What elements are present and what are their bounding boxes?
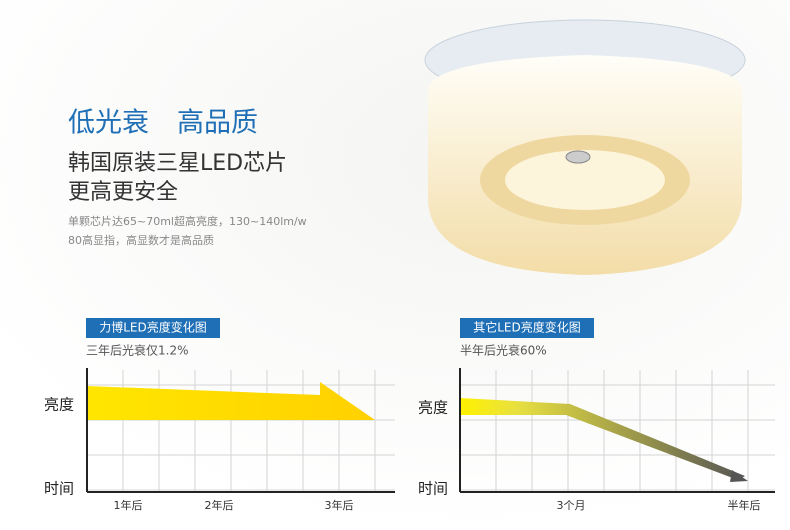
tag-text: 力博LED亮度变化图 xyxy=(99,320,207,335)
y-label: 亮度 xyxy=(44,396,74,414)
caption: 三年后光衰仅1.2% xyxy=(86,343,189,358)
y-label: 亮度 xyxy=(418,399,448,417)
caption: 半年后光衰60% xyxy=(460,343,547,358)
description: 单颗芯片达65~70ml超高亮度，130~140lm/w xyxy=(68,214,307,228)
x-label: 时间 xyxy=(44,480,74,498)
x-tick-label: 3年后 xyxy=(325,498,354,512)
tag xyxy=(460,318,594,338)
x-tick-label: 1年后 xyxy=(114,498,143,512)
lamp-illustration xyxy=(424,19,746,275)
subtitle: 韩国原装三星LED芯片 xyxy=(68,151,287,176)
brightness-arrow xyxy=(87,382,375,420)
tag xyxy=(86,318,220,338)
tag-text: 其它LED亮度变化图 xyxy=(473,320,581,335)
x-tick-label: 半年后 xyxy=(728,498,761,512)
x-tick-label: 2年后 xyxy=(205,498,234,512)
x-tick-label: 3个月 xyxy=(557,499,586,512)
headline: 低光衰 xyxy=(68,108,149,139)
brightness-arrow xyxy=(460,398,745,480)
headline: 高品质 xyxy=(177,108,258,139)
x-label: 时间 xyxy=(418,480,448,498)
arrow-head xyxy=(730,470,748,482)
subtitle: 更高更安全 xyxy=(68,180,178,205)
grid xyxy=(460,370,775,492)
description: 80高显指，高显数才是高品质 xyxy=(68,233,214,247)
